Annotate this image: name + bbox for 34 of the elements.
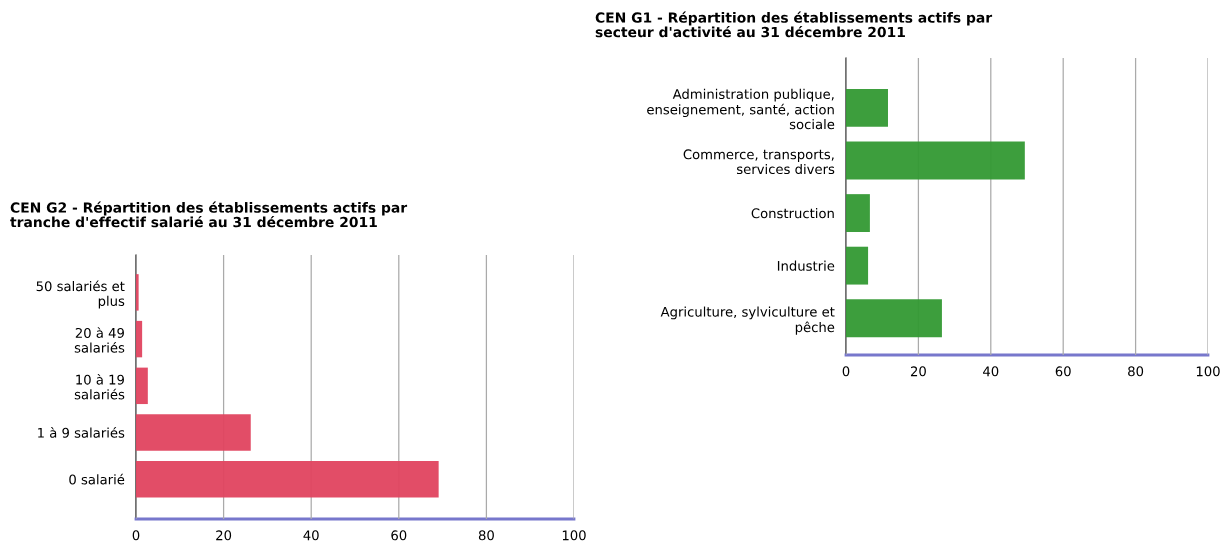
y-tick-label: Commerce, transports, services divers bbox=[683, 149, 835, 175]
x-tick-label: 100 bbox=[1196, 366, 1220, 377]
y-tick-label: Administration publique, enseignement, santé, action sociale bbox=[647, 88, 835, 130]
bar bbox=[136, 274, 139, 311]
bar bbox=[136, 414, 251, 451]
y-tick-label: 20 à 49 salariés bbox=[74, 327, 125, 353]
x-tick-label: 40 bbox=[983, 366, 999, 377]
bar bbox=[846, 194, 870, 232]
y-tick-label: 1 à 9 salariés bbox=[38, 427, 125, 438]
bar bbox=[136, 461, 439, 498]
x-tick-label: 0 bbox=[132, 530, 140, 541]
bar bbox=[846, 246, 869, 285]
x-tick-label: 60 bbox=[1055, 366, 1071, 377]
bar bbox=[846, 141, 1025, 180]
y-tick-label: 0 salarié bbox=[69, 473, 125, 485]
y-tick-label: 10 à 19 salariés bbox=[74, 373, 125, 400]
chart-title: CEN G2 - Répartition des établissements actifs par tranche d'effectif salarié au 31 décembre 2011 bbox=[10, 201, 408, 228]
y-tick-label: Construction bbox=[751, 208, 834, 219]
bar bbox=[136, 367, 148, 405]
x-tick-label: 60 bbox=[391, 530, 407, 541]
x-tick-label: 20 bbox=[910, 366, 926, 377]
x-tick-label: 80 bbox=[1128, 366, 1144, 377]
chart-title: CEN G1 - Répartition des établissements actifs par secteur d'activité au 31 décembre 2011 bbox=[595, 11, 993, 38]
y-tick-label: 50 salariés et plus bbox=[36, 280, 125, 309]
x-tick-label: 0 bbox=[842, 366, 850, 377]
y-tick-label: Agriculture, sylviculture et pêche bbox=[660, 306, 835, 335]
y-tick-label: Industrie bbox=[777, 260, 835, 271]
bar bbox=[136, 320, 143, 358]
x-tick-label: 40 bbox=[303, 530, 319, 541]
x-tick-label: 80 bbox=[478, 530, 494, 541]
x-tick-label: 20 bbox=[216, 530, 232, 541]
bar bbox=[846, 299, 942, 338]
bar bbox=[846, 89, 888, 127]
x-tick-label: 100 bbox=[562, 530, 586, 541]
